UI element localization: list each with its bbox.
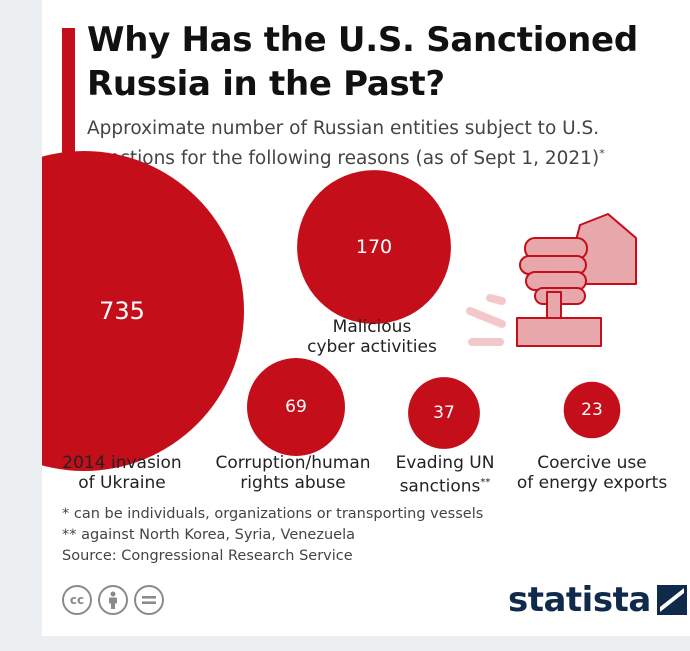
statista-mark-icon xyxy=(656,585,687,615)
sanction-stamp-illustration xyxy=(466,213,637,347)
bubble-un xyxy=(408,377,480,449)
category-label-energy: Coercive use of energy exports xyxy=(517,453,667,493)
subtitle-text: Approximate number of Russian entities s… xyxy=(87,118,600,170)
subtitle-footnote-mark: * xyxy=(599,147,605,160)
bubble-energy xyxy=(563,381,621,439)
attribution-icon[interactable] xyxy=(98,585,128,615)
bubble-cyber-value-label: 170 xyxy=(356,236,392,258)
bubble-corruption xyxy=(247,358,345,456)
category-label-line: of energy exports xyxy=(516,473,668,493)
category-label-ukraine: 2014 invasion of Ukraine xyxy=(62,453,181,493)
category-label-line: Corruption/human xyxy=(215,453,371,473)
footnote-individuals: * can be individuals, organizations or t… xyxy=(62,506,484,522)
category-label-text: sanctions xyxy=(399,476,481,497)
statista-logo[interactable]: statista xyxy=(508,580,687,620)
cc-icon[interactable]: cc xyxy=(62,585,92,615)
category-label-line: Malicious xyxy=(332,317,412,337)
license-icons: cc xyxy=(62,585,164,615)
footnote-countries: ** against North Korea, Syria, Venezuela xyxy=(62,527,355,543)
chart-title: Why Has the U.S. Sanctioned Russia in th… xyxy=(87,20,638,104)
no-derivatives-icon[interactable] xyxy=(134,585,164,615)
chart-card: Why Has the U.S. Sanctioned Russia in th… xyxy=(42,0,690,636)
bubble-cyber xyxy=(297,170,451,324)
chart-subtitle: Approximate number of Russian entities s… xyxy=(87,116,687,171)
category-label-line: Evading UN xyxy=(395,453,495,473)
category-label-line: rights abuse xyxy=(240,473,346,493)
title-accent-bar xyxy=(62,28,75,158)
source-note: Source: Congressional Research Service xyxy=(62,548,353,564)
bubble-energy-value-label: 23 xyxy=(581,400,603,420)
bubble-corruption-value-label: 69 xyxy=(285,397,307,417)
bubble-ukraine-value-label: 735 xyxy=(99,297,145,325)
statista-wordmark: statista xyxy=(508,580,651,620)
footnotes: * can be individuals, organizations or t… xyxy=(62,504,483,567)
bubble-ukraine xyxy=(42,151,244,471)
footnote-mark: ** xyxy=(480,477,491,488)
bubble-chart: 735 170 69 37 23 xyxy=(42,151,637,471)
category-label-line: cyber activities xyxy=(307,337,437,357)
category-label-corruption: Corruption/human rights abuse xyxy=(215,453,370,493)
category-label-line: Coercive use xyxy=(537,453,647,473)
category-label-line: sanctions** xyxy=(396,473,495,497)
category-label-line: of Ukraine xyxy=(78,473,166,493)
category-label-line: 2014 invasion xyxy=(62,453,182,473)
bubble-un-value-label: 37 xyxy=(433,403,455,423)
bubble-series: 735 170 69 37 23 xyxy=(42,151,621,471)
category-label-cyber: Malicious cyber activities xyxy=(307,317,437,357)
category-label-un: Evading UN sanctions** xyxy=(396,453,495,497)
